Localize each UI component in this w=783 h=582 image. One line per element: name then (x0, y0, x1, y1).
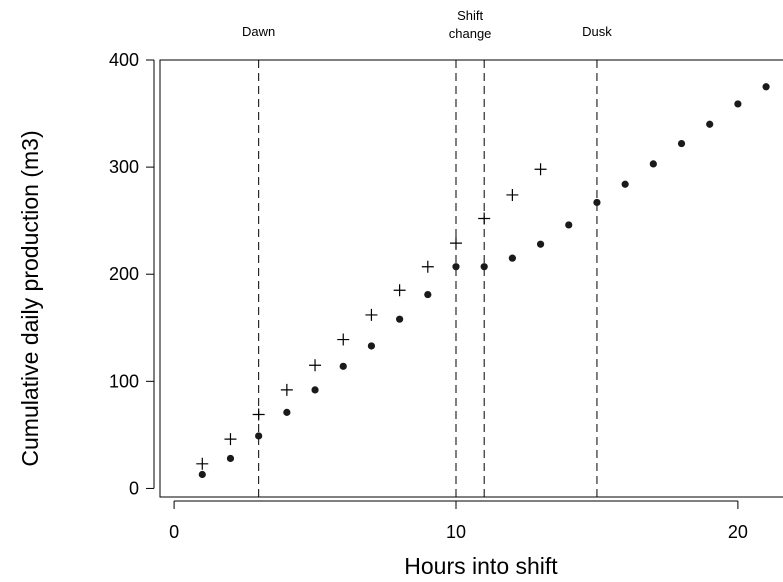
x-axis-title: Hours into shift (404, 553, 558, 579)
data-point-plus (393, 284, 406, 297)
data-point-dot (367, 342, 376, 350)
x-tick-label: 20 (728, 522, 748, 542)
data-point-plus (337, 333, 350, 346)
data-point-dot (424, 290, 432, 299)
y-axis-title: Cumulative daily production (m3) (17, 130, 43, 466)
data-point-plus (309, 359, 322, 372)
data-point-plus (280, 383, 293, 396)
data-point-plus (224, 433, 237, 446)
x-tick-label: 0 (169, 522, 179, 542)
data-point-dot (593, 198, 601, 207)
y-tick-label: 200 (109, 264, 139, 284)
data-point-dot (339, 362, 347, 370)
plot-frame-group (159, 59, 783, 498)
y-tick-label: 0 (129, 478, 139, 498)
data-point-plus (478, 212, 491, 225)
data-point-dot (706, 120, 714, 128)
x-tick-label: 10 (446, 522, 466, 542)
data-point-dot (734, 100, 742, 108)
data-point-dot (621, 180, 629, 188)
data-point-plus (449, 237, 462, 250)
data-point-plus (196, 457, 209, 470)
data-point-dot (480, 263, 488, 271)
y-tick-label: 300 (109, 157, 139, 177)
data-point-dot (565, 221, 573, 229)
data-point-dot (677, 139, 686, 148)
reference-line-label: Dawn (242, 24, 275, 39)
data-point-dot (536, 240, 545, 248)
data-point-dot (396, 315, 404, 323)
data-point-dot (649, 160, 657, 168)
data-point-plus (365, 308, 378, 321)
reference-lines-group: Dawn Shift change Dusk (242, 8, 612, 497)
data-point-plus (421, 260, 434, 273)
y-tick-label: 100 (109, 371, 139, 391)
data-point-dot (311, 386, 319, 394)
data-point-dot (508, 254, 516, 262)
plot-frame (159, 59, 783, 498)
data-point-dot (452, 263, 460, 271)
y-tick-label: 400 (109, 50, 139, 70)
reference-line-label: change (449, 26, 492, 41)
data-point-plus (506, 188, 519, 201)
data-point-dot (762, 83, 770, 91)
data-point-dot (255, 432, 263, 440)
reference-line-label: Shift (457, 8, 483, 23)
data-point-dot (226, 454, 235, 463)
data-point-dot (198, 470, 206, 479)
reference-line-label: Dusk (582, 24, 612, 39)
data-point-dot (283, 408, 291, 416)
data-points-group (196, 83, 770, 479)
data-point-plus (534, 163, 547, 176)
data-point-plus (252, 408, 265, 421)
